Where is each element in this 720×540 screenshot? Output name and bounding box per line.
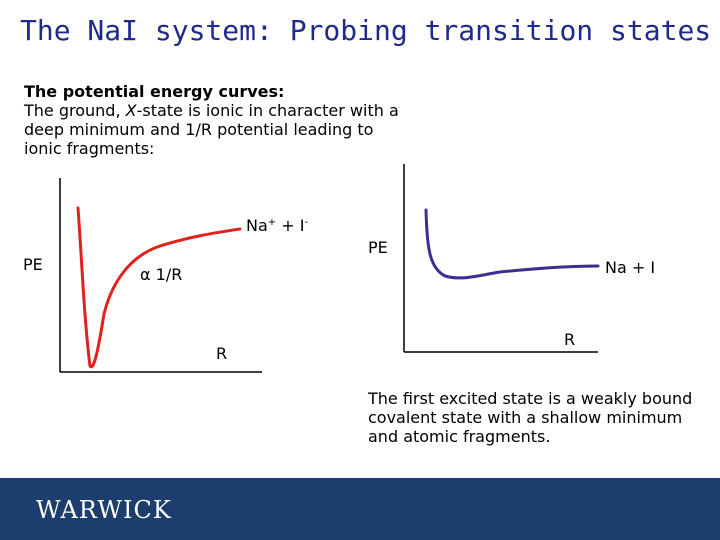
intro-x-state: X bbox=[125, 101, 137, 120]
intro-text-part2: -state is ionic in character with a deep… bbox=[24, 101, 399, 158]
atomic-asymptote-label: Na + I bbox=[605, 258, 656, 277]
i-charge: - bbox=[304, 217, 309, 228]
intro-text: The potential energy curves: The ground,… bbox=[24, 82, 404, 158]
ground-state-curve bbox=[76, 206, 242, 369]
excited-state-caption: The first excited state is a weakly boun… bbox=[368, 389, 693, 446]
alpha-symbol: α bbox=[140, 265, 151, 284]
warwick-logo: WARWICK bbox=[36, 496, 172, 524]
plus-i-label: + I bbox=[276, 216, 305, 235]
footer-bar: WARWICK bbox=[0, 478, 720, 540]
excited-state-curve bbox=[424, 208, 600, 280]
na-label: Na bbox=[246, 216, 268, 235]
intro-text-part1: The ground, bbox=[24, 101, 126, 120]
potential-curves-diagram bbox=[59, 164, 600, 373]
inverse-r-label: 1/R bbox=[150, 265, 183, 284]
intro-heading: The potential energy curves: bbox=[24, 82, 285, 101]
na-charge: + bbox=[267, 217, 277, 228]
excited-y-axis-label: PE bbox=[368, 238, 388, 257]
ground-y-axis-label: PE bbox=[23, 255, 43, 274]
ionic-asymptote-label: Na+ + I- bbox=[246, 218, 308, 234]
slide-title: The NaI system: Probing transition state… bbox=[20, 14, 712, 47]
ground-x-axis-label: R bbox=[216, 344, 228, 363]
coulomb-potential-label: α 1/R bbox=[140, 267, 182, 283]
excited-x-axis-label: R bbox=[564, 330, 576, 349]
